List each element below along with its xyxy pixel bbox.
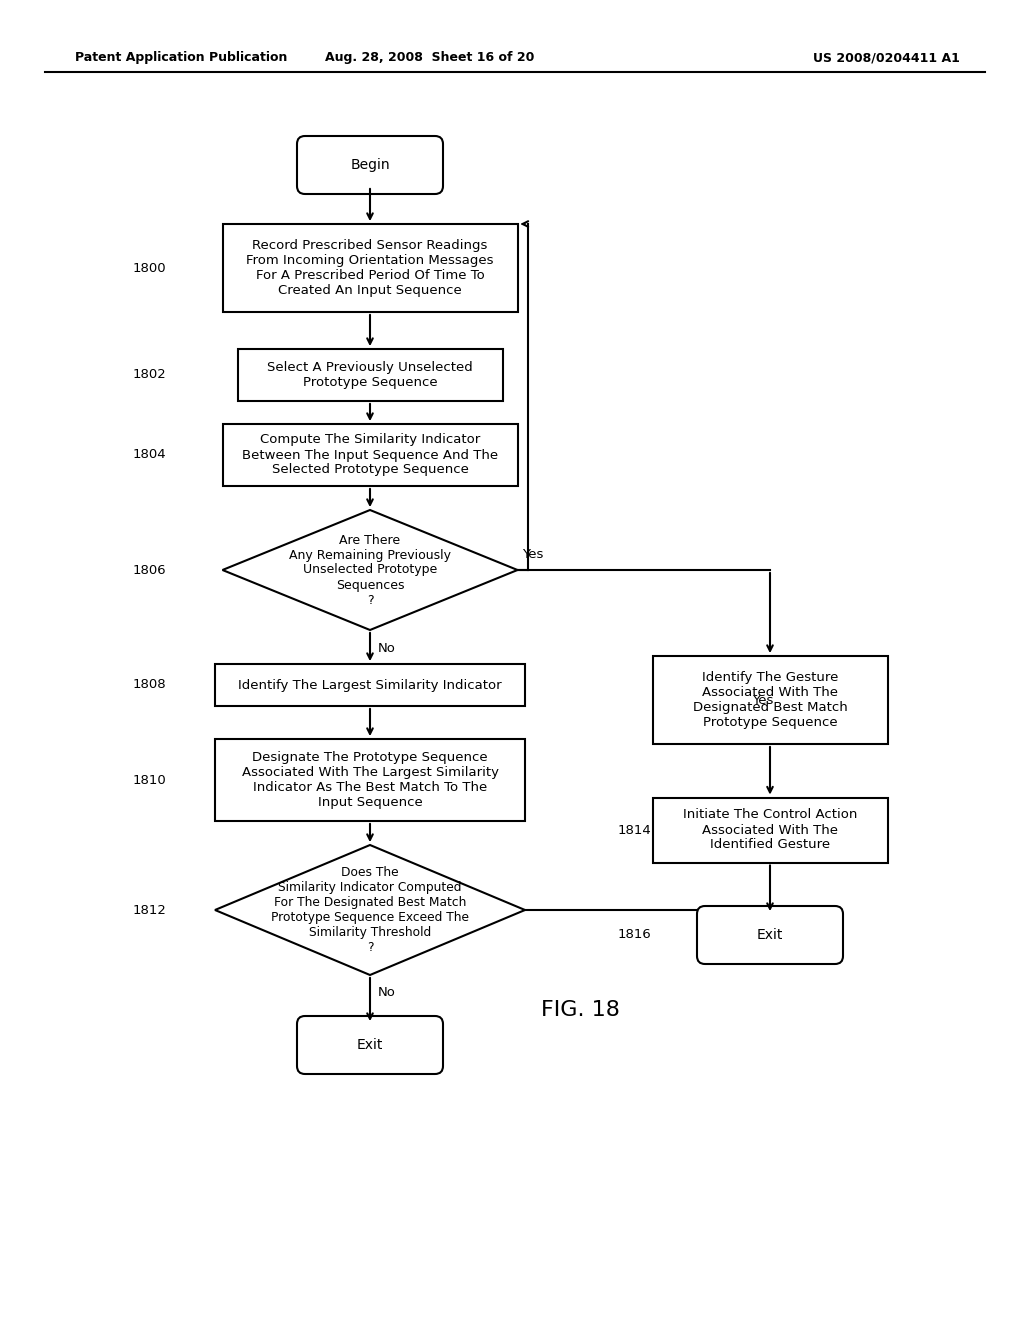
- Text: Does The
Similarity Indicator Computed
For The Designated Best Match
Prototype S: Does The Similarity Indicator Computed F…: [271, 866, 469, 954]
- Text: 1814: 1814: [618, 824, 651, 837]
- Bar: [652, 656, 888, 744]
- Text: 1810: 1810: [133, 774, 167, 787]
- Text: 1806: 1806: [133, 564, 167, 577]
- FancyBboxPatch shape: [297, 136, 443, 194]
- Text: Designate The Prototype Sequence
Associated With The Largest Similarity
Indicato: Designate The Prototype Sequence Associa…: [242, 751, 499, 809]
- Text: Exit: Exit: [356, 1038, 383, 1052]
- Text: FIG. 18: FIG. 18: [541, 1001, 620, 1020]
- Bar: [222, 224, 517, 312]
- Text: Select A Previously Unselected
Prototype Sequence: Select A Previously Unselected Prototype…: [267, 360, 473, 389]
- Text: 1808: 1808: [133, 678, 167, 692]
- Bar: [238, 348, 503, 401]
- Text: 1802: 1802: [133, 368, 167, 381]
- Text: US 2008/0204411 A1: US 2008/0204411 A1: [813, 51, 961, 65]
- Text: Begin: Begin: [350, 158, 390, 172]
- Text: 1800: 1800: [133, 261, 167, 275]
- Bar: [215, 664, 525, 706]
- Text: Identify The Largest Similarity Indicator: Identify The Largest Similarity Indicato…: [239, 678, 502, 692]
- Text: Initiate The Control Action
Associated With The
Identified Gesture: Initiate The Control Action Associated W…: [683, 808, 857, 851]
- Text: Yes: Yes: [752, 693, 773, 706]
- FancyBboxPatch shape: [697, 906, 843, 964]
- Text: Aug. 28, 2008  Sheet 16 of 20: Aug. 28, 2008 Sheet 16 of 20: [326, 51, 535, 65]
- Text: 1804: 1804: [133, 449, 167, 462]
- Text: Record Prescribed Sensor Readings
From Incoming Orientation Messages
For A Presc: Record Prescribed Sensor Readings From I…: [246, 239, 494, 297]
- FancyBboxPatch shape: [297, 1016, 443, 1074]
- Bar: [215, 739, 525, 821]
- Text: Yes: Yes: [522, 549, 544, 561]
- Text: Are There
Any Remaining Previously
Unselected Prototype
Sequences
?: Are There Any Remaining Previously Unsel…: [289, 533, 451, 606]
- Text: No: No: [378, 986, 396, 999]
- Text: 1812: 1812: [133, 903, 167, 916]
- Bar: [652, 797, 888, 862]
- Text: Patent Application Publication: Patent Application Publication: [75, 51, 288, 65]
- Text: 1816: 1816: [618, 928, 651, 941]
- Polygon shape: [222, 510, 517, 630]
- Text: No: No: [378, 642, 396, 655]
- Polygon shape: [215, 845, 525, 975]
- Text: Exit: Exit: [757, 928, 783, 942]
- Text: Identify The Gesture
Associated With The
Designated Best Match
Prototype Sequenc: Identify The Gesture Associated With The…: [692, 671, 848, 729]
- Text: Compute The Similarity Indicator
Between The Input Sequence And The
Selected Pro: Compute The Similarity Indicator Between…: [242, 433, 498, 477]
- Bar: [222, 424, 517, 486]
